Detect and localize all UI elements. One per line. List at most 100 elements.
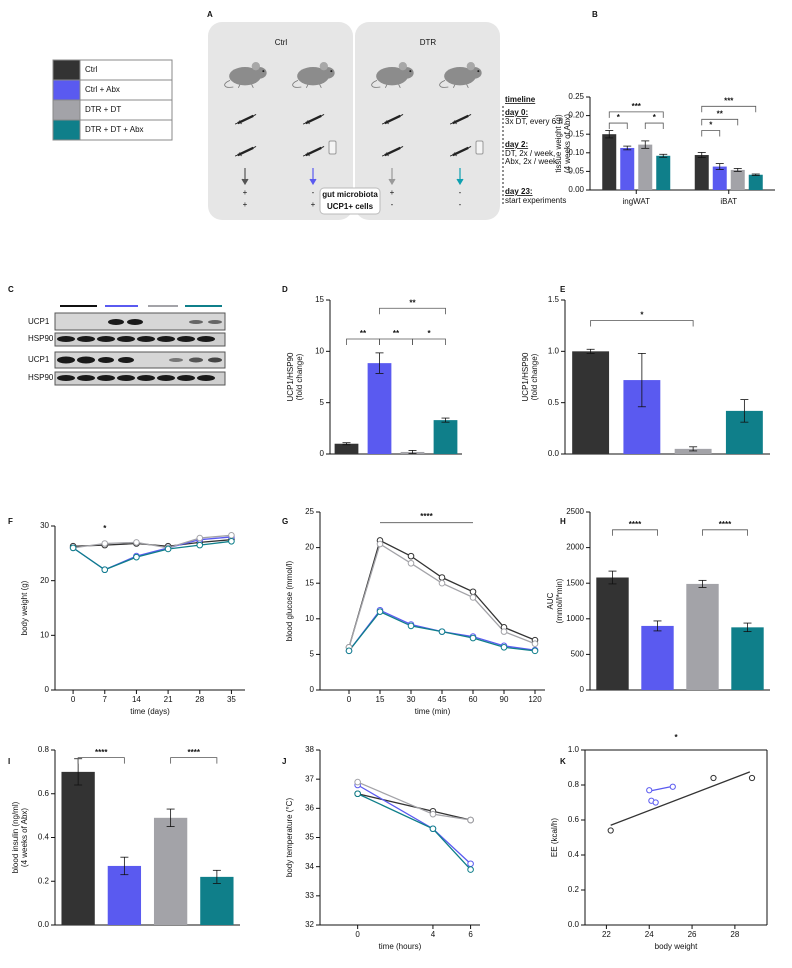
y-tick-label: 0.25 [568, 92, 584, 101]
y-tick-label: 0.8 [568, 780, 580, 789]
arrows [241, 168, 464, 186]
bar [61, 771, 95, 925]
panel-letter: K [560, 757, 566, 766]
y-axis-label: body temperature (°C) [285, 798, 294, 878]
x-tick-label: 0 [71, 695, 76, 704]
syringes [235, 114, 484, 157]
blot-label: UCP1 [28, 317, 50, 326]
bar [572, 351, 610, 454]
bar [748, 174, 763, 190]
bar [433, 420, 458, 454]
x-tick-label: 30 [407, 695, 416, 704]
marker [531, 647, 539, 655]
legend-label: DTR + DT [85, 105, 121, 114]
y-tick-label: 0.4 [568, 850, 580, 859]
y-axis-label: (4 weeks of Abx) [563, 114, 572, 173]
sign: - [459, 188, 462, 197]
x-tick-label: 45 [438, 695, 447, 704]
error-bar [586, 348, 595, 354]
y-axis-label: (mmol/l*min) [555, 578, 564, 623]
row-label: gut microbiota [322, 190, 378, 199]
bar [730, 169, 745, 190]
row-label-box [319, 187, 381, 215]
point [607, 827, 614, 834]
x-tick-label: 7 [103, 695, 108, 704]
y-tick-label: 0.00 [568, 185, 584, 194]
error-bar [740, 399, 749, 423]
marker [438, 574, 446, 581]
legend-label: Ctrl [85, 65, 98, 74]
marker [500, 628, 508, 635]
legend-swatch [52, 99, 81, 121]
legend-box [79, 119, 173, 141]
marker [164, 545, 172, 553]
significance-bracket [77, 757, 125, 764]
panel-letter: E [560, 285, 566, 294]
bar [731, 627, 764, 690]
line [72, 540, 232, 571]
error-bar [441, 417, 450, 423]
sign: + [311, 200, 316, 209]
bar [694, 155, 709, 190]
y-tick-label: 10 [315, 346, 324, 355]
significance-bracket [170, 757, 218, 764]
significance-bracket [379, 338, 413, 346]
marker [500, 643, 508, 651]
significance-label: * [709, 121, 713, 130]
y-axis-label: tissue weight (g) [554, 114, 563, 173]
x-tick-label: 4 [431, 930, 436, 939]
marker [429, 825, 437, 833]
y-tick-label: 15 [315, 295, 324, 304]
timeline-day: day 2: [505, 140, 528, 149]
y-axis-label: UCP1/HSP90 [521, 352, 530, 401]
y-tick-label: 36 [305, 803, 314, 812]
y-tick-label: 25 [305, 507, 314, 516]
y-tick-label: 1000 [566, 614, 584, 623]
significance-label: * [617, 113, 621, 122]
significance-label: **** [629, 520, 642, 529]
x-tick-label: 28 [730, 930, 739, 939]
group-title: DTR [420, 38, 437, 47]
y-tick-label: 0.0 [548, 449, 560, 458]
line [73, 534, 232, 549]
error-bar [608, 570, 617, 585]
significance-label: *** [724, 96, 734, 105]
y-tick-label: 1.5 [548, 295, 560, 304]
sign: - [391, 200, 394, 209]
marker [469, 588, 477, 596]
timeline-day: day 0: [505, 108, 528, 117]
marker [101, 540, 109, 547]
y-axis-label: blood insulin (ng/ml) [11, 801, 20, 873]
marker [69, 544, 77, 552]
x-tick-label: 0 [347, 695, 352, 704]
timeline-day: day 23: [505, 187, 533, 196]
error-bar [120, 856, 129, 876]
bar [153, 817, 188, 925]
marker [133, 539, 140, 546]
marker [407, 559, 415, 567]
significance-label: * [674, 733, 678, 742]
y-tick-label: 2500 [566, 507, 584, 516]
timeline-text: DT, 2x / week, [505, 149, 555, 158]
y-axis-label: EE (kcal/h) [550, 818, 559, 857]
y-tick-label: 5 [310, 650, 315, 659]
bar [686, 583, 719, 690]
blot-label: HSP90 [28, 334, 54, 343]
y-tick-label: 20 [40, 576, 49, 585]
x-axis-label: time (days) [130, 707, 170, 716]
timeline-text: 3x DT, every 6 h [505, 117, 563, 126]
marker [467, 866, 474, 873]
y-tick-label: 0.5 [548, 398, 560, 407]
bar [712, 166, 727, 190]
error-bar [623, 145, 632, 151]
x-tick-label: 26 [688, 930, 697, 939]
x-tick-label: 22 [602, 930, 611, 939]
significance-label: **** [95, 748, 108, 757]
x-tick-label: ingWAT [622, 197, 650, 206]
point [710, 774, 717, 782]
y-tick-label: 0.6 [568, 815, 580, 824]
marker [469, 594, 477, 601]
point [748, 774, 756, 782]
sign: + [390, 188, 395, 197]
panel-letter: A [207, 10, 213, 19]
